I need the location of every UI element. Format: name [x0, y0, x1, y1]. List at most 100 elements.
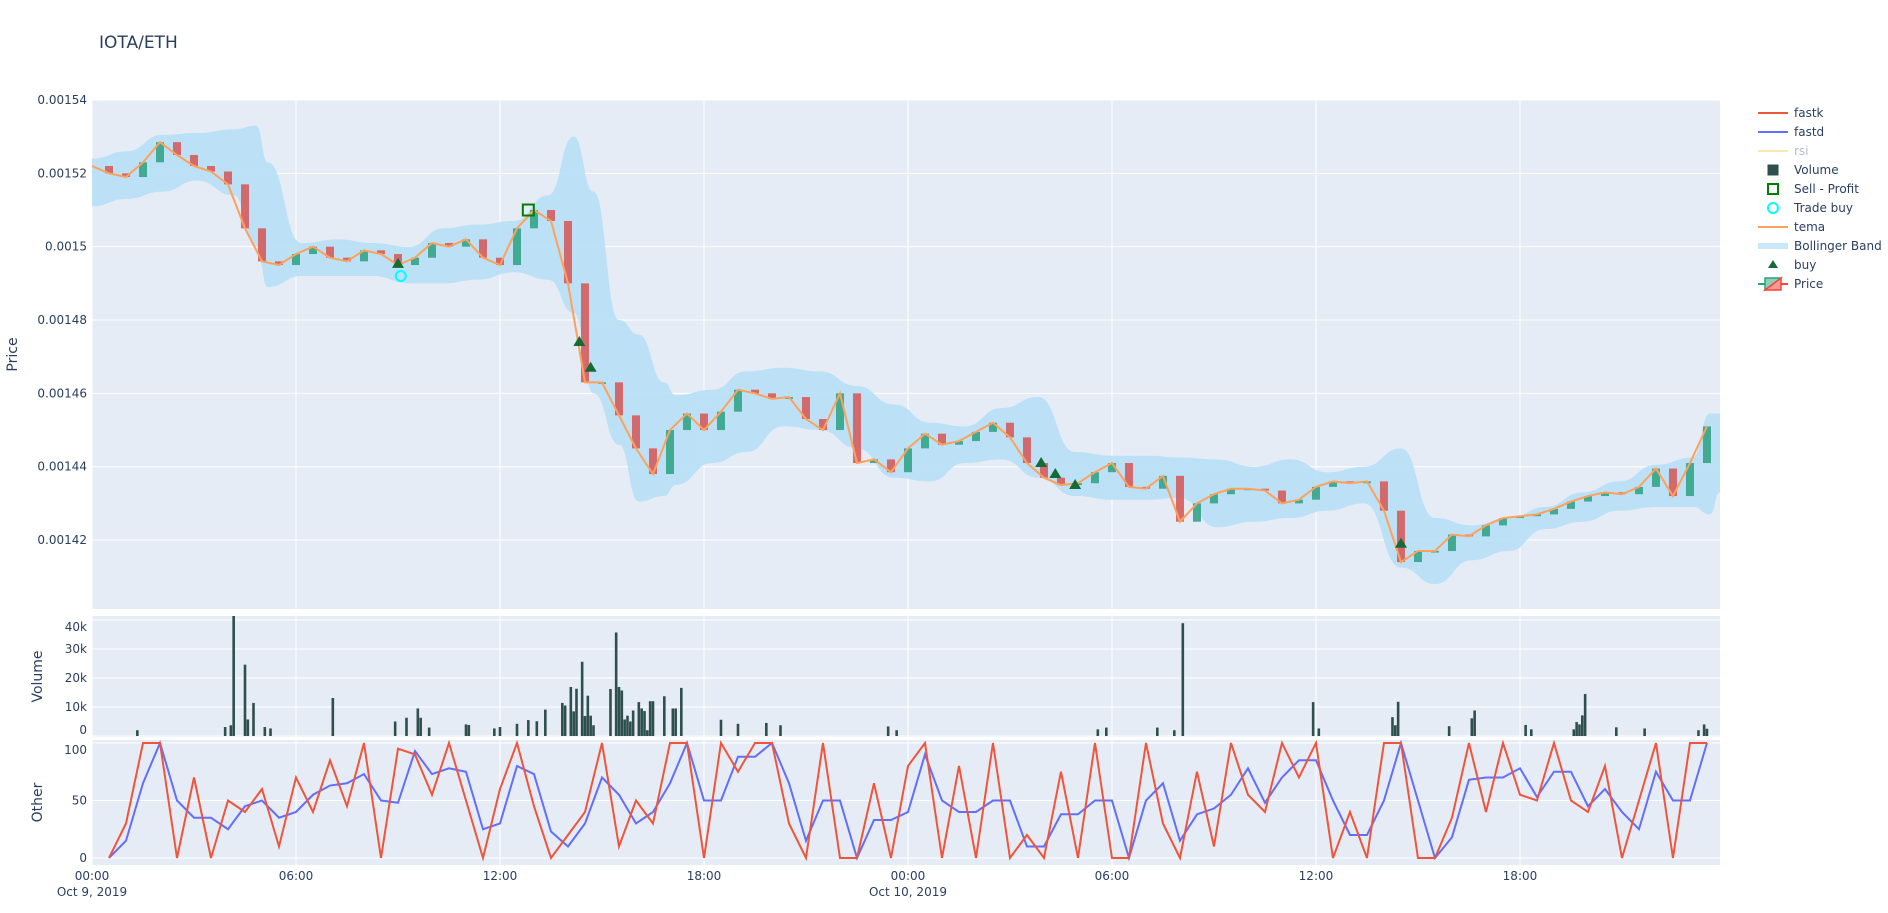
legend-item-volume[interactable]: Volume [1767, 163, 1839, 177]
volume-bar [331, 698, 335, 736]
volume-axis-title: Volume [30, 650, 46, 702]
volume-bar [416, 708, 420, 736]
volume-bar [623, 719, 626, 736]
volume-bar [515, 723, 519, 736]
price-candle [172, 142, 181, 156]
xtick-label: 12:00 [483, 869, 518, 883]
price-candle [886, 459, 895, 473]
legend-item-tema[interactable]: tema [1758, 220, 1825, 234]
price-candle [665, 430, 674, 475]
price-candle [971, 431, 980, 442]
price-candle [1549, 508, 1558, 515]
volume-ytick-label: 0 [79, 723, 87, 737]
price-candle [104, 166, 113, 174]
price-candle [1702, 426, 1711, 464]
volume-bar [527, 720, 530, 736]
legend-square-icon [1767, 164, 1779, 176]
volume-bar [1396, 701, 1400, 736]
price-candle [1685, 463, 1694, 497]
volume-bar [269, 728, 272, 736]
price-candle [750, 389, 759, 394]
plot-panels: 0.00142 0.00144 0.00146 0.00148 0.0015 0.0015… [5, 93, 1720, 899]
volume-bar [1581, 715, 1584, 736]
volume-bar [1317, 728, 1321, 736]
price-ytick-label: 0.00142 [37, 533, 87, 547]
legend-item-fastd[interactable]: fastd [1758, 125, 1824, 139]
volume-bar [1391, 717, 1394, 736]
price-candle [274, 261, 283, 266]
volume-bar [609, 689, 612, 736]
legend-circle-open-icon [1767, 202, 1779, 214]
price-candle [1192, 503, 1201, 522]
volume-bar [1473, 710, 1476, 736]
legend-item-bollinger-band[interactable]: Bollinger Band [1758, 239, 1882, 253]
price-candle [1600, 492, 1609, 497]
legend-item-fastk[interactable]: fastk [1758, 106, 1824, 120]
legend-item-buy[interactable]: buy [1768, 258, 1816, 272]
buy-marker [584, 361, 597, 372]
volume-ytick-label: 10k [65, 700, 87, 714]
legend-band-icon [1758, 243, 1788, 249]
trade-buy-marker [394, 270, 407, 283]
legend-label: Sell - Profit [1794, 182, 1859, 196]
price-candle [240, 184, 249, 229]
price-plot-area [92, 125, 1720, 585]
volume-bar [765, 722, 768, 736]
price-candle [631, 415, 640, 449]
legend: fastk fastd rsi Volume Sell - Profit Trade bu… [1758, 106, 1882, 292]
volume-bar [1697, 730, 1700, 736]
volume-bar [580, 661, 584, 736]
volume-bar [419, 717, 422, 736]
price-candle [427, 243, 436, 258]
price-candle [1124, 463, 1133, 487]
volume-bar [631, 710, 635, 736]
volume-bar [895, 730, 898, 736]
price-candle [1481, 525, 1490, 537]
other-panel-background [92, 740, 1720, 865]
price-candle [308, 246, 317, 255]
price-candle [580, 283, 589, 383]
price-candle [257, 228, 266, 262]
volume-bar [498, 727, 502, 736]
price-candle [1328, 481, 1337, 487]
price-candle [1294, 499, 1303, 504]
price-candle [1158, 475, 1167, 489]
volume-bar [427, 727, 431, 736]
volume-bar [620, 690, 624, 736]
price-candle [733, 389, 742, 412]
volume-bar [563, 705, 567, 736]
xtick-label: 06:00 [279, 869, 314, 883]
other-ytick-label: 0 [79, 851, 87, 865]
legend-item-sell-profit[interactable]: Sell - Profit [1767, 182, 1859, 196]
price-ytick-label: 0.00148 [37, 313, 87, 327]
volume-bar [1572, 729, 1576, 736]
volume-bar [1530, 729, 1533, 736]
price-candle [648, 448, 657, 475]
price-candle [1396, 510, 1405, 563]
buy-marker [391, 257, 404, 268]
price-ytick-label: 0.00144 [37, 460, 87, 474]
price-candle [376, 250, 385, 255]
volume-bar [719, 719, 723, 736]
volume-bar [572, 711, 575, 736]
price-candle [818, 419, 827, 431]
price-candle [563, 221, 572, 284]
legend-label: fastk [1794, 106, 1824, 120]
buy-marker [1069, 479, 1082, 490]
legend-square-open-icon [1767, 183, 1779, 195]
legend-item-rsi[interactable]: rsi [1758, 144, 1809, 158]
price-ytick-label: 0.00154 [37, 93, 87, 107]
legend-item-trade-buy[interactable]: Trade buy [1767, 201, 1853, 215]
legend-item-price[interactable]: Price [1758, 276, 1823, 292]
volume-bar [1156, 727, 1159, 736]
volume-bar [1105, 727, 1108, 736]
price-candle [869, 459, 878, 464]
volume-bar [1311, 702, 1315, 736]
price-candle [206, 166, 215, 172]
volume-bar [1575, 722, 1578, 736]
bollinger-band [92, 125, 1720, 585]
price-candle [1413, 551, 1422, 563]
volume-bar [1470, 718, 1474, 736]
price-candle [988, 422, 997, 432]
chart-title: IOTA/ETH [99, 33, 178, 53]
